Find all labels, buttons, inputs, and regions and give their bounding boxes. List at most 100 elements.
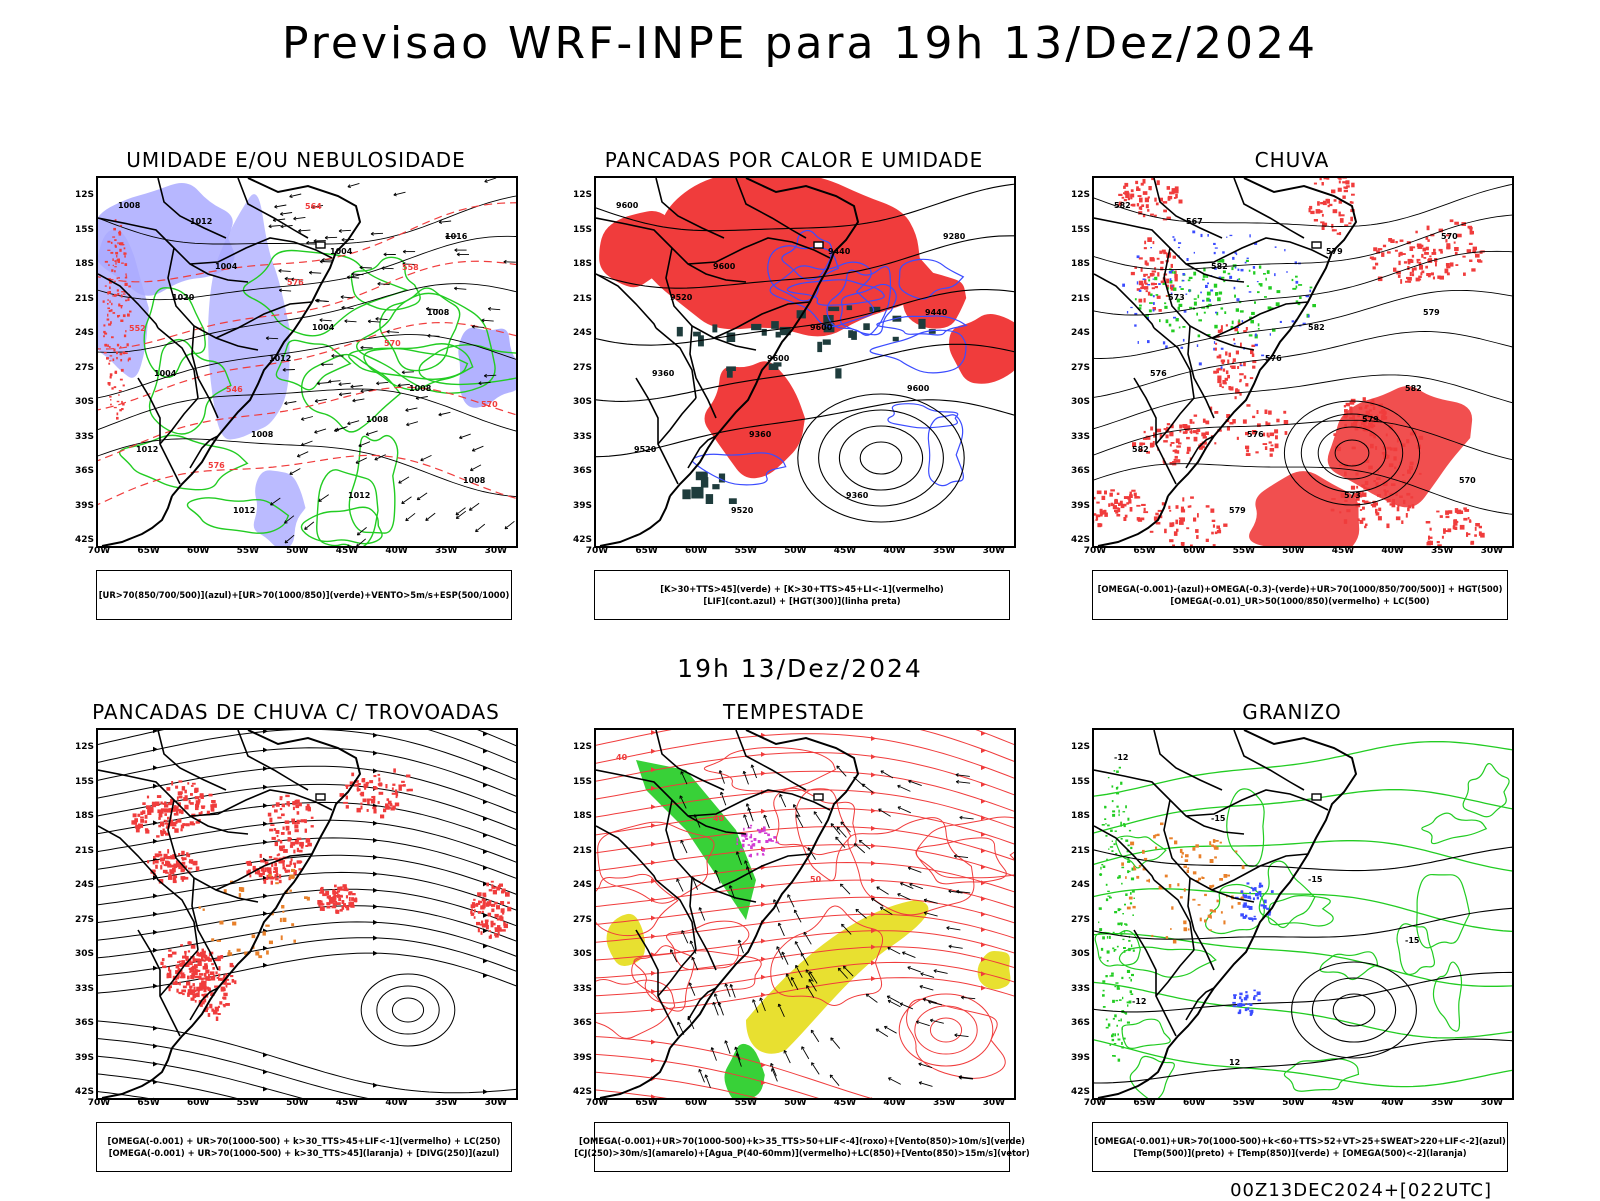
contour-label: 1004 xyxy=(154,369,177,378)
contour-label: 579 xyxy=(1326,247,1343,256)
contour-label: 9520 xyxy=(731,506,754,515)
forecast-time-title: 19h 13/Dez/2024 xyxy=(0,654,1600,683)
latitude-label: 42S xyxy=(1068,535,1090,545)
legend-line: [OMEGA(-0.001)+UR>70(1000-500)+k<60+TTS>… xyxy=(1094,1135,1506,1147)
contour-label: 570 xyxy=(1441,232,1458,241)
longitude-label: 65W xyxy=(134,1098,164,1108)
longitude-label: 30W xyxy=(481,546,511,556)
omega-ur50-red-rain-area xyxy=(1213,321,1256,400)
contour-label: 570 xyxy=(481,400,498,409)
latitude-label: 21S xyxy=(570,294,592,304)
contour-label: 1008 xyxy=(409,384,432,393)
panel-title: GRANIZO xyxy=(1072,700,1512,724)
temp-850-contour xyxy=(1094,790,1512,834)
temp-850-green-contours xyxy=(1095,764,1509,1098)
contour-label: 1016 xyxy=(445,232,468,241)
panel-legend: [UR>70(850/700/500)](azul)+[UR>70(1000/8… xyxy=(96,570,512,620)
contour-label: 9600 xyxy=(810,323,833,332)
legend-line: [OMEGA(-0.001) + UR>70(1000-500) + k>30_… xyxy=(109,1147,500,1159)
forecast-map xyxy=(96,728,518,1100)
longitude-label: 50W xyxy=(282,546,312,556)
contour-label: 50 xyxy=(810,875,822,884)
longitude-label: 60W xyxy=(1179,1098,1209,1108)
contour-label: 9440 xyxy=(828,247,851,256)
latitude-label: 30S xyxy=(72,397,94,407)
panel-title: PANCADAS DE CHUVA C/ TROVOADAS xyxy=(76,700,516,724)
run-timestamp: 00Z13DEC2024+[022UTC] xyxy=(1230,1180,1492,1201)
omega-ur50-red-rain-area xyxy=(1150,496,1228,546)
latitude-label: 18S xyxy=(1068,259,1090,269)
longitude-label: 60W xyxy=(681,1098,711,1108)
longitude-label: 40W xyxy=(1378,1098,1408,1108)
contour-label: 9360 xyxy=(749,430,772,439)
panel-umidade: UMIDADE E/OU NEBULOSIDADE 1008 1004 1004 100… xyxy=(76,148,516,628)
contour-label: 9360 xyxy=(652,369,675,378)
latitude-label: 15S xyxy=(1068,225,1090,235)
hgt-500-contour xyxy=(1094,332,1512,399)
longitude-label: 45W xyxy=(1328,546,1358,556)
contour-label: 579 xyxy=(1362,415,1379,424)
thickness-contour xyxy=(98,455,516,506)
panel-legend: [OMEGA(-0.001) + UR>70(1000-500) + k>30_… xyxy=(96,1122,512,1172)
latitude-label: 15S xyxy=(72,225,94,235)
latitude-label: 12S xyxy=(72,190,94,200)
contour-label: 579 xyxy=(1423,308,1440,317)
contour-label: 9280 xyxy=(943,232,966,241)
longitude-label: 45W xyxy=(332,1098,362,1108)
latitude-label: 27S xyxy=(72,363,94,373)
west-edge-green-contours xyxy=(1098,767,1135,1062)
wind-850-green-shading xyxy=(636,760,765,1098)
latitude-label: 30S xyxy=(570,397,592,407)
legend-line: [Temp(500)](preto) + [Temp(850)](verde) … xyxy=(1133,1147,1466,1159)
latitude-label: 12S xyxy=(1068,190,1090,200)
hgt-500-contour xyxy=(1094,215,1512,270)
longitude-label: 50W xyxy=(780,1098,810,1108)
latitude-label: 36S xyxy=(570,466,592,476)
latitude-label: 27S xyxy=(570,363,592,373)
low-pressure-contours xyxy=(798,394,964,522)
hail-blue-south xyxy=(1232,990,1261,1016)
sea-level-pressure-contour xyxy=(98,439,516,497)
latitude-label: 36S xyxy=(570,1018,592,1028)
contour-label: -12 xyxy=(1132,997,1146,1006)
contour-label: 9520 xyxy=(634,445,657,454)
longitude-label: 70W xyxy=(84,546,114,556)
latitude-label: 21S xyxy=(1068,294,1090,304)
contour-label: 576 xyxy=(1265,354,1282,363)
contour-label: 1008 xyxy=(251,430,274,439)
map-plot: 5825825825825825795795795765765735705735… xyxy=(1094,178,1512,546)
latitude-label: 21S xyxy=(72,294,94,304)
latitude-label: 33S xyxy=(570,432,592,442)
contour-label: 1008 xyxy=(463,476,486,485)
longitude-label: 40W xyxy=(880,1098,910,1108)
contour-label: 576 xyxy=(287,278,304,287)
panel-title: PANCADAS POR CALOR E UMIDADE xyxy=(574,148,1014,172)
latitude-label: 12S xyxy=(1068,742,1090,752)
panel-title: TEMPESTADE xyxy=(574,700,1014,724)
legend-line: [UR>70(850/700/500)](azul)+[UR>70(1000/8… xyxy=(99,589,510,601)
contour-label: 582 xyxy=(1405,384,1422,393)
contour-label: 576 xyxy=(1247,430,1264,439)
contour-label: 1008 xyxy=(366,415,389,424)
longitude-label: 40W xyxy=(880,546,910,556)
longitude-label: 55W xyxy=(233,546,263,556)
latitude-label: 12S xyxy=(570,742,592,752)
map-plot: 9600960096009600952095209440944093609360… xyxy=(596,178,1014,546)
longitude-label: 60W xyxy=(183,546,213,556)
latitude-label: 21S xyxy=(570,846,592,856)
longitude-label: 35W xyxy=(929,1098,959,1108)
contour-label: 12 xyxy=(1229,1058,1240,1067)
contour-label: 1012 xyxy=(190,217,212,226)
latitude-label: 30S xyxy=(570,949,592,959)
contour-label: 1004 xyxy=(215,262,238,271)
thunderstorm-red-area xyxy=(340,768,413,818)
panel-title: UMIDADE E/OU NEBULOSIDADE xyxy=(76,148,516,172)
contour-label: 579 xyxy=(1229,506,1246,515)
contour-label: -15 xyxy=(1308,875,1323,884)
longitude-label: 30W xyxy=(1477,546,1507,556)
